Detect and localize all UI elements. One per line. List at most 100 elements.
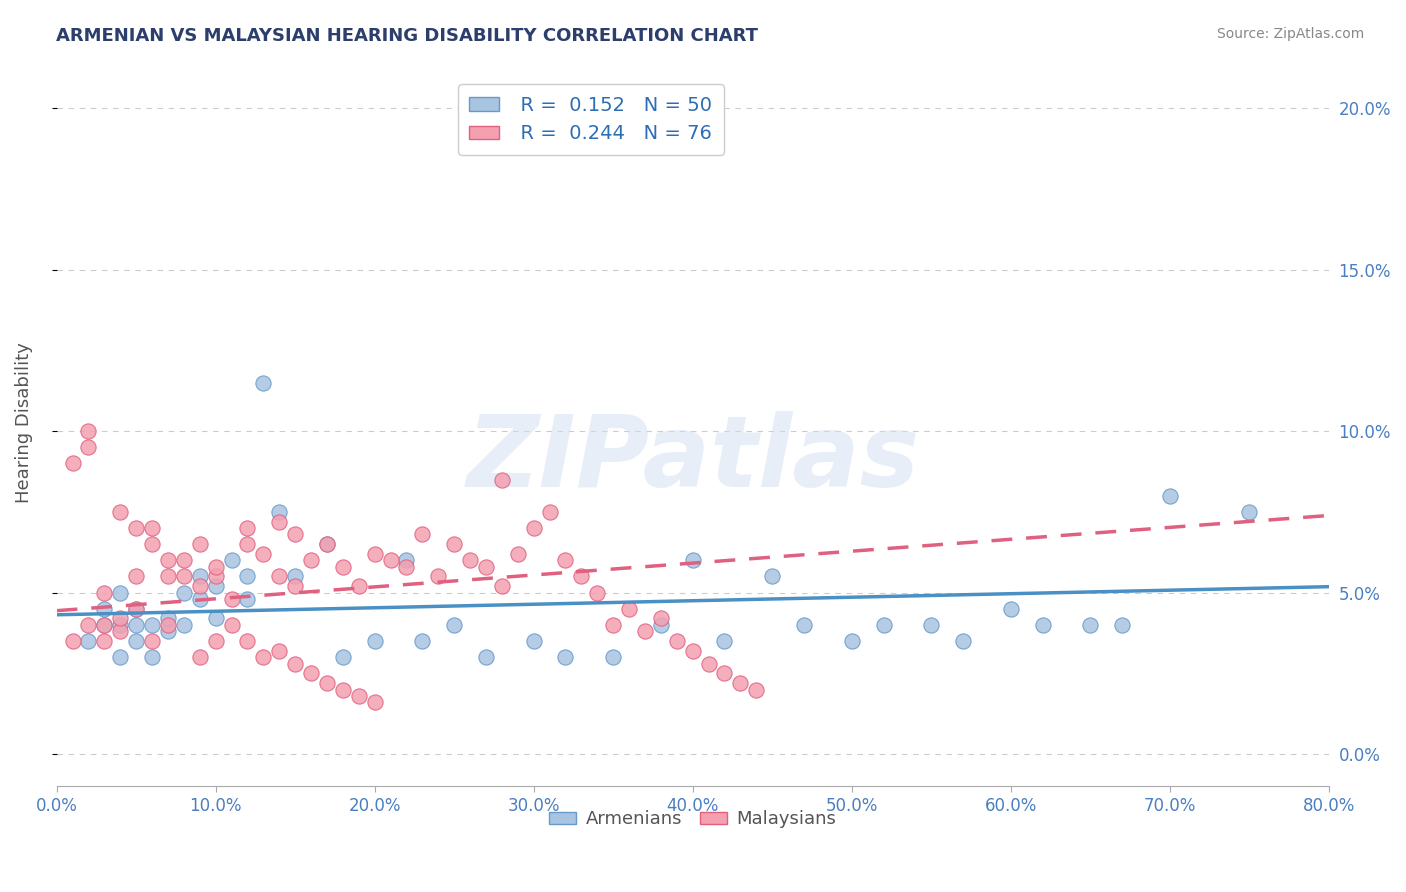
Armenians: [236, 592, 259, 607]
Armenians: [110, 650, 132, 665]
Armenians: [188, 569, 211, 583]
Armenians: [523, 634, 546, 648]
Armenians: [920, 618, 942, 632]
Armenians: [125, 618, 148, 632]
Malaysians: [125, 569, 148, 583]
Malaysians: [380, 553, 402, 567]
Malaysians: [363, 547, 385, 561]
Text: Source: ZipAtlas.com: Source: ZipAtlas.com: [1216, 27, 1364, 41]
Malaysians: [284, 579, 307, 593]
Armenians: [761, 569, 783, 583]
Armenians: [141, 650, 163, 665]
Malaysians: [110, 624, 132, 639]
Armenians: [77, 634, 100, 648]
Armenians: [1111, 618, 1133, 632]
Malaysians: [443, 537, 465, 551]
Malaysians: [395, 559, 418, 574]
Malaysians: [125, 521, 148, 535]
Malaysians: [125, 602, 148, 616]
Malaysians: [188, 579, 211, 593]
Armenians: [872, 618, 894, 632]
Armenians: [952, 634, 974, 648]
Malaysians: [62, 634, 84, 648]
Malaysians: [110, 611, 132, 625]
Malaysians: [93, 585, 115, 599]
Malaysians: [156, 553, 179, 567]
Armenians: [204, 611, 226, 625]
Text: ARMENIAN VS MALAYSIAN HEARING DISABILITY CORRELATION CHART: ARMENIAN VS MALAYSIAN HEARING DISABILITY…: [56, 27, 758, 45]
Malaysians: [141, 634, 163, 648]
Malaysians: [77, 618, 100, 632]
Malaysians: [347, 579, 370, 593]
Malaysians: [697, 657, 720, 671]
Malaysians: [77, 440, 100, 454]
Armenians: [156, 611, 179, 625]
Armenians: [221, 553, 243, 567]
Malaysians: [682, 644, 704, 658]
Malaysians: [204, 569, 226, 583]
Armenians: [1000, 602, 1022, 616]
Armenians: [156, 624, 179, 639]
Malaysians: [491, 473, 513, 487]
Malaysians: [77, 424, 100, 438]
Malaysians: [347, 689, 370, 703]
Armenians: [841, 634, 863, 648]
Armenians: [284, 569, 307, 583]
Malaysians: [269, 569, 291, 583]
Malaysians: [236, 634, 259, 648]
Malaysians: [156, 618, 179, 632]
Armenians: [110, 585, 132, 599]
Malaysians: [141, 537, 163, 551]
Malaysians: [554, 553, 576, 567]
Armenians: [475, 650, 498, 665]
Armenians: [188, 592, 211, 607]
Malaysians: [523, 521, 546, 535]
Malaysians: [110, 505, 132, 519]
Armenians: [125, 634, 148, 648]
Armenians: [363, 634, 385, 648]
Armenians: [713, 634, 735, 648]
Malaysians: [236, 521, 259, 535]
Armenians: [316, 537, 339, 551]
Armenians: [1159, 489, 1181, 503]
Malaysians: [458, 553, 481, 567]
Malaysians: [602, 618, 624, 632]
Armenians: [125, 602, 148, 616]
Armenians: [650, 618, 672, 632]
Malaysians: [665, 634, 688, 648]
Malaysians: [284, 657, 307, 671]
Malaysians: [221, 618, 243, 632]
Malaysians: [316, 676, 339, 690]
Malaysians: [156, 569, 179, 583]
Armenians: [395, 553, 418, 567]
Y-axis label: Hearing Disability: Hearing Disability: [15, 343, 32, 503]
Malaysians: [62, 457, 84, 471]
Armenians: [204, 579, 226, 593]
Malaysians: [221, 592, 243, 607]
Armenians: [173, 618, 195, 632]
Armenians: [554, 650, 576, 665]
Malaysians: [617, 602, 640, 616]
Malaysians: [475, 559, 498, 574]
Armenians: [141, 618, 163, 632]
Malaysians: [284, 527, 307, 541]
Text: ZIPatlas: ZIPatlas: [467, 411, 920, 508]
Malaysians: [586, 585, 609, 599]
Armenians: [443, 618, 465, 632]
Legend: Armenians, Malaysians: Armenians, Malaysians: [543, 803, 844, 836]
Armenians: [1239, 505, 1261, 519]
Malaysians: [204, 634, 226, 648]
Malaysians: [93, 618, 115, 632]
Armenians: [793, 618, 815, 632]
Malaysians: [713, 666, 735, 681]
Armenians: [93, 618, 115, 632]
Malaysians: [204, 559, 226, 574]
Malaysians: [363, 696, 385, 710]
Malaysians: [173, 553, 195, 567]
Malaysians: [188, 537, 211, 551]
Armenians: [602, 650, 624, 665]
Malaysians: [269, 515, 291, 529]
Malaysians: [506, 547, 529, 561]
Malaysians: [427, 569, 450, 583]
Armenians: [236, 569, 259, 583]
